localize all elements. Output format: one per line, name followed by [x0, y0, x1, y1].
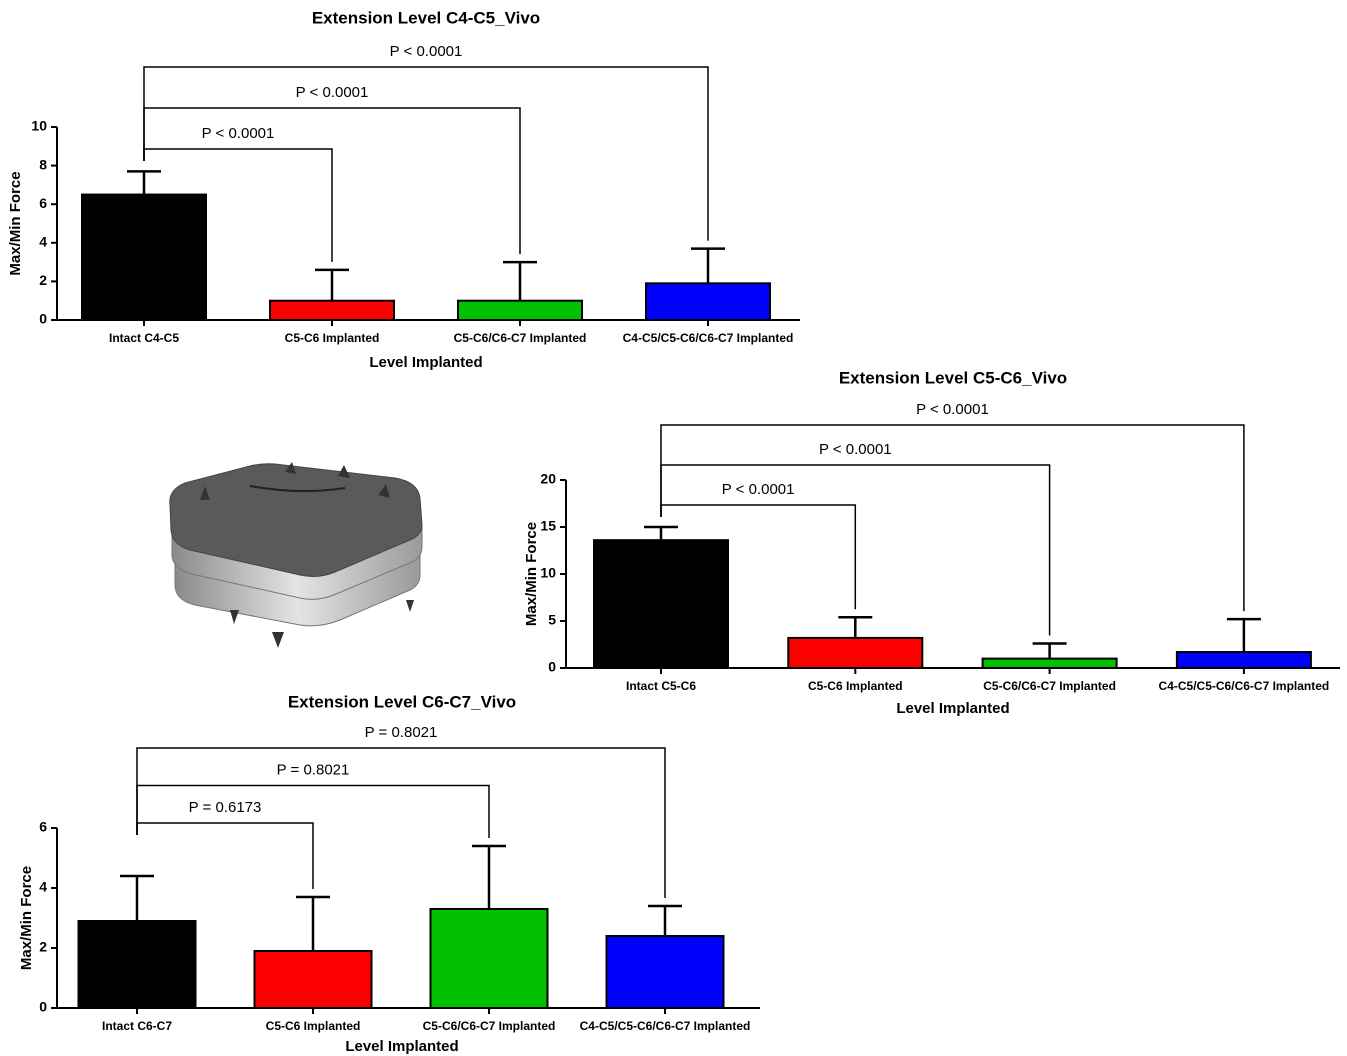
significance-label: P < 0.0001: [202, 125, 275, 142]
y-tick-label: 10: [31, 118, 47, 134]
chart-title: Extension Level C6-C7_Vivo: [288, 692, 516, 711]
x-tick-label: Intact C5-C6: [626, 679, 696, 693]
y-tick-label: 20: [540, 471, 556, 487]
bar: [255, 951, 372, 1008]
significance-label: P < 0.0001: [296, 84, 369, 101]
y-tick-label: 6: [39, 195, 47, 211]
x-axis-label: Level Implanted: [345, 1038, 458, 1055]
bar: [607, 936, 724, 1008]
y-tick-label: 8: [39, 156, 47, 172]
x-tick-label: C5-C6/C6-C7 Implanted: [423, 1019, 556, 1033]
chart-title: Extension Level C4-C5_Vivo: [312, 8, 540, 27]
y-tick-label: 2: [39, 272, 47, 288]
bar: [82, 195, 206, 320]
x-tick-label: C5-C6/C6-C7 Implanted: [454, 331, 587, 345]
x-tick-label: C5-C6/C6-C7 Implanted: [983, 679, 1116, 693]
bar: [431, 909, 548, 1008]
significance-bracket: [661, 425, 1244, 611]
significance-label: P = 0.8021: [277, 761, 350, 778]
bar: [458, 301, 582, 320]
bar: [646, 283, 770, 320]
chart: Extension Level C5-C6_Vivo Level Implante…: [523, 368, 1340, 716]
y-axis-label: Max/Min Force: [7, 171, 24, 275]
chart-title: Extension Level C5-C6_Vivo: [839, 368, 1067, 387]
bar: [1177, 652, 1311, 668]
x-tick-label: C4-C5/C5-C6/C6-C7 Implanted: [623, 331, 794, 345]
x-tick-label: C5-C6 Implanted: [285, 331, 380, 345]
x-tick-label: C4-C5/C5-C6/C6-C7 Implanted: [580, 1019, 751, 1033]
implant-illustration: [170, 462, 422, 648]
y-tick-label: 6: [39, 819, 47, 835]
y-tick-label: 0: [39, 311, 47, 327]
y-tick-label: 0: [39, 999, 47, 1015]
y-axis-label: Max/Min Force: [523, 522, 540, 626]
chart: Extension Level C4-C5_Vivo Level Implante…: [7, 8, 800, 370]
significance-label: P = 0.8021: [365, 724, 438, 741]
x-axis-label: Level Implanted: [896, 700, 1009, 717]
figure: Extension Level C4-C5_Vivo Level Implante…: [0, 0, 1347, 1056]
significance-label: P = 0.6173: [189, 799, 262, 816]
significance-label: P < 0.0001: [916, 401, 989, 418]
significance-label: P < 0.0001: [390, 43, 463, 60]
significance-bracket: [144, 67, 708, 241]
y-axis-label: Max/Min Force: [18, 866, 35, 970]
y-tick-label: 0: [548, 659, 556, 675]
x-tick-label: Intact C4-C5: [109, 331, 179, 345]
x-tick-label: C5-C6 Implanted: [808, 679, 903, 693]
chart: Extension Level C6-C7_Vivo Level Implante…: [18, 692, 760, 1054]
x-tick-label: C5-C6 Implanted: [266, 1019, 361, 1033]
x-axis-label: Level Implanted: [369, 354, 482, 371]
bar: [983, 659, 1117, 668]
significance-label: P < 0.0001: [819, 441, 892, 458]
bar: [79, 921, 196, 1008]
y-tick-label: 15: [540, 518, 556, 534]
bar: [788, 638, 922, 668]
y-tick-label: 4: [39, 879, 47, 895]
bar: [270, 301, 394, 320]
y-tick-label: 5: [548, 612, 556, 628]
significance-bracket: [137, 823, 313, 889]
y-tick-label: 4: [39, 234, 47, 250]
y-tick-label: 2: [39, 939, 47, 955]
x-tick-label: C4-C5/C5-C6/C6-C7 Implanted: [1159, 679, 1330, 693]
page: Extension Level C4-C5_Vivo Level Implante…: [0, 0, 1347, 1056]
y-tick-label: 10: [540, 565, 556, 581]
significance-label: P < 0.0001: [722, 481, 795, 498]
x-tick-label: Intact C6-C7: [102, 1019, 172, 1033]
bar: [594, 540, 728, 668]
